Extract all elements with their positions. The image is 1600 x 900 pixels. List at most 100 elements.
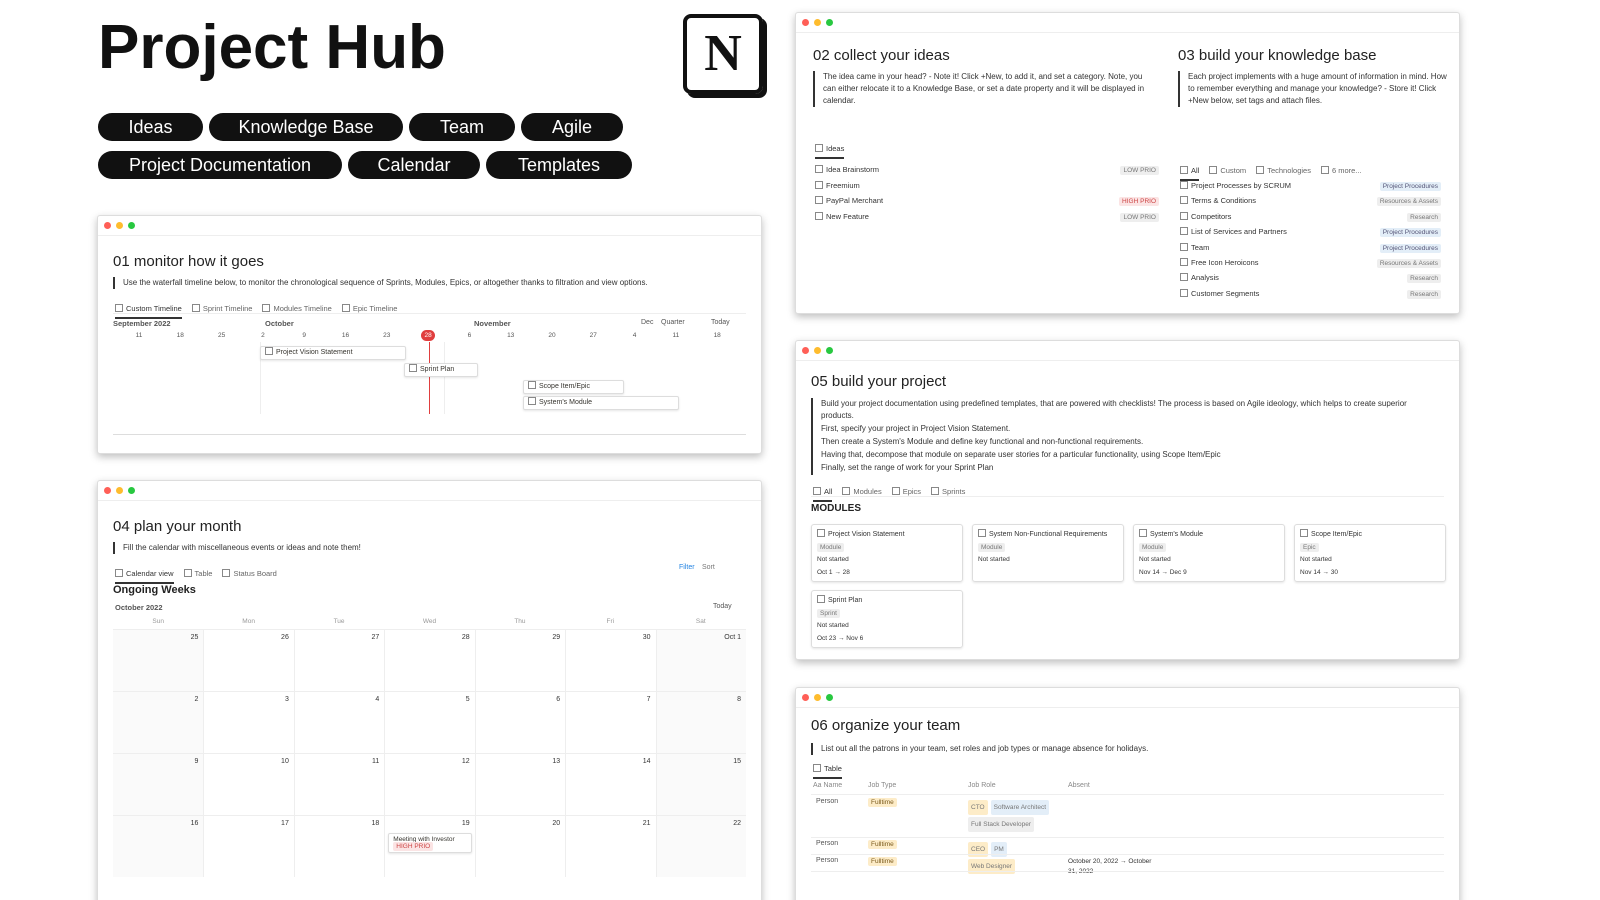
row-divider [811, 871, 1444, 872]
tab-icon [1256, 166, 1265, 174]
section-description: Use the waterfall timeline below, to mon… [113, 277, 743, 289]
window-dot [116, 487, 123, 494]
card-title: System's Module [1139, 529, 1279, 542]
card-icon [817, 529, 825, 537]
window-dot [128, 487, 135, 494]
card-title: Project Vision Statement [817, 529, 957, 542]
tab-label: All [1191, 166, 1200, 175]
nav-pill[interactable]: Templates [486, 151, 632, 179]
module-card[interactable]: Project Vision Statement Module Not starte… [811, 524, 963, 582]
nav-pill[interactable]: Knowledge Base [209, 113, 403, 141]
timeline-item: Project Vision Statement [260, 346, 406, 360]
card-status: Not started [978, 556, 1010, 563]
view-tab[interactable]: Modules Timeline [262, 304, 332, 317]
view-tab[interactable]: Table [183, 569, 212, 582]
view-tab[interactable]: Technologies [1256, 166, 1311, 179]
row-icon [1180, 211, 1188, 220]
tab-label: Custom [1220, 166, 1247, 175]
week-line [444, 342, 445, 414]
view-tab[interactable]: Calendar view [115, 569, 174, 584]
nav-pill[interactable]: Project Documentation [98, 151, 342, 179]
item-label: Project Vision Statement [276, 349, 353, 356]
paragraph: Finally, set the range of work for your … [821, 463, 994, 472]
timeline-control[interactable]: Today [711, 319, 730, 326]
view-tab[interactable]: Custom Timeline [115, 304, 182, 319]
job-roles: CEO PM [968, 840, 1063, 857]
view-tab[interactable]: Table [813, 764, 842, 779]
card-title-text: System's Module [1150, 531, 1204, 538]
window-dot [104, 222, 111, 229]
role-tag: PM [991, 842, 1007, 857]
row-name: New Feature [826, 211, 869, 221]
timeline-day: 18 [713, 332, 721, 339]
title-bar-line [796, 360, 1459, 361]
timeline-control[interactable]: Quarter [661, 319, 685, 326]
tab-icon [183, 569, 192, 577]
module-card[interactable]: Scope Item/Epic Epic Not started Nov 14 → 3… [1294, 524, 1446, 582]
module-card[interactable]: System's Module Module Not started Nov 14 →… [1133, 524, 1285, 582]
day-number: 2 [194, 696, 199, 703]
view-tab[interactable]: Epic Timeline [341, 304, 397, 317]
nav-pill[interactable]: Calendar [348, 151, 480, 179]
view-tab[interactable]: Sprint Timeline [191, 304, 252, 317]
toolbar-button[interactable]: Filter [679, 564, 695, 571]
divider [113, 434, 746, 435]
day-number: 22 [733, 820, 741, 827]
tab-icon [1209, 166, 1218, 174]
tab-icon [813, 764, 821, 772]
calendar-day: 14 [565, 753, 656, 815]
row-name: Competitors [1191, 211, 1232, 221]
window-dot [826, 694, 833, 701]
card-type: Epic [1300, 542, 1319, 552]
nav-pill[interactable]: Team [409, 113, 515, 141]
view-tab[interactable]: Epics [891, 487, 921, 500]
card-title-text: System Non-Functional Requirements [989, 531, 1108, 538]
view-tab[interactable]: Custom [1209, 166, 1246, 179]
calendar-day: 5 [384, 691, 475, 753]
card-icon [1139, 529, 1147, 537]
card-dates: Oct 23 → Nov 6 [817, 634, 864, 642]
module-card[interactable]: System Non-Functional Requirements Module… [972, 524, 1124, 582]
card-status: Not started [817, 622, 849, 629]
section-description: Build your project documentation using p… [811, 398, 1421, 475]
today-button[interactable]: Today [713, 603, 732, 610]
column-header: Aa Name [813, 782, 843, 789]
timeline-control[interactable]: Dec [641, 319, 654, 326]
item-icon [528, 397, 536, 405]
priority-tag: LOW PRIO [1120, 212, 1159, 222]
window-dot [802, 19, 809, 26]
tab-row: Calendar view Table Status Board [115, 563, 287, 584]
card-status: Not started [1139, 556, 1171, 563]
knowledge-row: List of Services and Partners [1180, 227, 1287, 236]
tab-label: 6 more... [1331, 166, 1362, 175]
window-dot [814, 694, 821, 701]
day-number: 20 [552, 820, 561, 827]
calendar-day: 29 [474, 629, 566, 691]
view-tab[interactable]: All [1180, 166, 1200, 181]
column-header: Job Type [868, 782, 897, 789]
category-tag: Research [1407, 212, 1441, 222]
person-name: Person [816, 798, 839, 805]
module-card[interactable]: Sprint Plan Sprint Not started Oct 23 → Nov… [811, 590, 963, 648]
view-tab[interactable]: All [813, 487, 833, 502]
knowledge-row: Analysis [1180, 273, 1219, 282]
nav-pill[interactable]: Agile [521, 113, 623, 141]
row-name: Team [1191, 242, 1210, 252]
view-tab[interactable]: Modules [842, 487, 882, 500]
nav-pill[interactable]: Ideas [98, 113, 203, 141]
view-tab[interactable]: Sprints [931, 487, 965, 500]
toolbar-button[interactable]: Sort [702, 564, 715, 571]
row-icon [1180, 196, 1188, 205]
card-dates: Nov 14 → Dec 9 [1139, 568, 1187, 576]
tab-label: Technologies [1267, 166, 1311, 175]
view-tab[interactable]: Ideas [815, 144, 845, 159]
tab-icon [1320, 166, 1329, 174]
view-tab[interactable]: Status Board [222, 569, 277, 582]
row-name: Customer Segments [1191, 288, 1260, 298]
timeline-day: 11 [135, 332, 143, 339]
today-marker: 28 [421, 330, 436, 341]
view-tab[interactable]: 6 more... [1320, 166, 1362, 179]
day-number: 28 [461, 634, 470, 641]
day-number: 17 [281, 820, 289, 827]
